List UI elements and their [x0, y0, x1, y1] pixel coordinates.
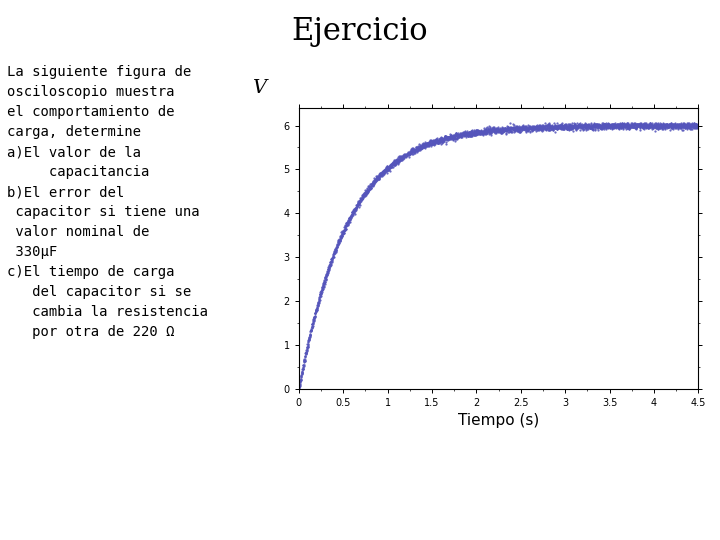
Text: V: V [252, 79, 266, 97]
X-axis label: Tiempo (s): Tiempo (s) [458, 414, 539, 428]
Text: Ejercicio: Ejercicio [292, 16, 428, 47]
Text: La siguiente figura de
osciloscopio muestra
el comportamiento de
carga, determin: La siguiente figura de osciloscopio mues… [7, 65, 208, 340]
